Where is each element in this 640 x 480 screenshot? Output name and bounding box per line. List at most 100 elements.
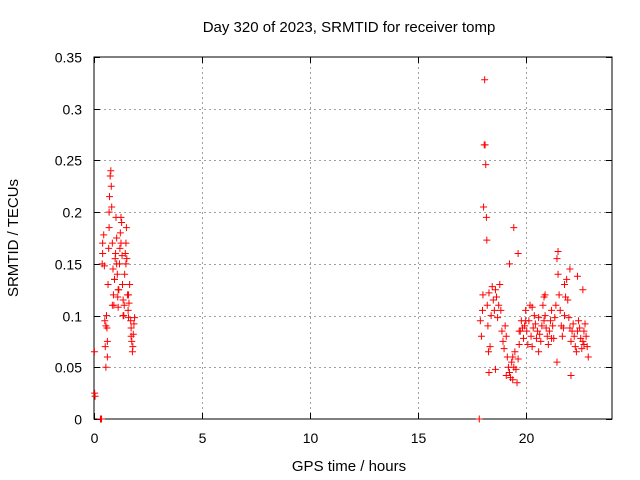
data-point xyxy=(540,317,548,325)
data-point xyxy=(502,332,510,340)
data-point xyxy=(489,296,497,304)
data-point xyxy=(546,317,554,325)
data-point xyxy=(559,324,567,332)
data-point xyxy=(572,348,580,356)
data-point xyxy=(581,320,589,328)
data-point xyxy=(570,332,578,340)
plot-frame xyxy=(93,56,613,420)
data-point xyxy=(107,182,115,190)
data-point xyxy=(122,260,130,268)
data-point xyxy=(108,301,116,309)
data-point xyxy=(537,337,545,345)
data-point xyxy=(584,353,592,361)
data-point xyxy=(488,283,496,291)
data-point xyxy=(498,327,506,335)
data-point xyxy=(482,213,490,221)
data-point xyxy=(101,343,109,351)
data-point xyxy=(554,247,562,255)
data-point xyxy=(126,281,134,289)
data-point xyxy=(111,275,119,283)
data-point xyxy=(515,341,523,349)
data-point xyxy=(127,324,135,332)
data-point xyxy=(116,244,124,252)
data-point xyxy=(105,208,113,216)
x-tick-label: 10 xyxy=(303,430,319,446)
y-axis-label: SRMTID / TECUs xyxy=(5,179,22,297)
data-point xyxy=(117,213,125,221)
data-point xyxy=(553,255,561,263)
data-point xyxy=(524,341,532,349)
data-point xyxy=(476,317,484,325)
data-point xyxy=(495,301,503,309)
data-point xyxy=(120,301,128,309)
data-point xyxy=(130,320,138,328)
data-point xyxy=(538,322,546,330)
data-point xyxy=(509,376,517,384)
data-point xyxy=(103,312,111,320)
data-point xyxy=(493,293,501,301)
data-point xyxy=(481,141,489,149)
data-point xyxy=(99,250,107,258)
data-point xyxy=(491,365,499,373)
data-point xyxy=(541,291,549,299)
data-point xyxy=(100,231,108,239)
data-point xyxy=(112,250,120,258)
data-point xyxy=(508,358,516,366)
data-point xyxy=(483,301,491,309)
data-point xyxy=(118,218,126,226)
data-point xyxy=(565,314,573,322)
data-point xyxy=(558,332,566,340)
data-point xyxy=(486,343,494,351)
data-point xyxy=(100,262,108,270)
x-tick-label: 20 xyxy=(519,430,535,446)
data-point xyxy=(105,244,113,252)
data-point xyxy=(106,193,114,201)
y-tick-label: 0.35 xyxy=(55,50,82,66)
data-point xyxy=(103,337,111,345)
data-point xyxy=(521,322,529,330)
data-point xyxy=(125,299,133,307)
data-point xyxy=(123,255,131,263)
data-point xyxy=(561,281,569,289)
data-point xyxy=(122,224,130,232)
data-point xyxy=(127,317,135,325)
data-point xyxy=(527,332,535,340)
data-point xyxy=(528,303,536,311)
data-point xyxy=(113,234,121,242)
data-point xyxy=(561,312,569,320)
data-point xyxy=(485,348,493,356)
data-point xyxy=(531,320,539,328)
data-point xyxy=(494,314,502,322)
data-point xyxy=(484,322,492,330)
data-point xyxy=(114,303,122,311)
y-tick-label: 0.1 xyxy=(63,309,83,325)
data-point xyxy=(513,379,521,387)
data-point xyxy=(551,314,559,322)
data-point xyxy=(119,312,127,320)
data-point xyxy=(552,301,560,309)
x-axis-ticks: 0 5 10 15 20 xyxy=(91,57,535,446)
data-point xyxy=(539,301,547,309)
data-point xyxy=(579,286,587,294)
data-point xyxy=(548,334,556,342)
x-tick-label: 0 xyxy=(91,430,99,446)
data-point xyxy=(102,363,110,371)
data-point xyxy=(124,306,132,314)
data-point xyxy=(576,324,584,332)
data-point xyxy=(119,296,127,304)
data-point xyxy=(129,343,137,351)
data-point xyxy=(104,281,112,289)
y-tick-label: 0.15 xyxy=(55,257,82,273)
data-point xyxy=(499,337,507,345)
data-point xyxy=(114,293,122,301)
data-point xyxy=(496,281,504,289)
data-point xyxy=(485,289,493,297)
data-point xyxy=(99,239,107,247)
data-point xyxy=(90,348,98,356)
data-point xyxy=(571,343,579,351)
data-point xyxy=(544,341,552,349)
data-point xyxy=(131,314,139,322)
data-point xyxy=(106,172,114,180)
data-point xyxy=(113,270,121,278)
data-point xyxy=(509,353,517,361)
